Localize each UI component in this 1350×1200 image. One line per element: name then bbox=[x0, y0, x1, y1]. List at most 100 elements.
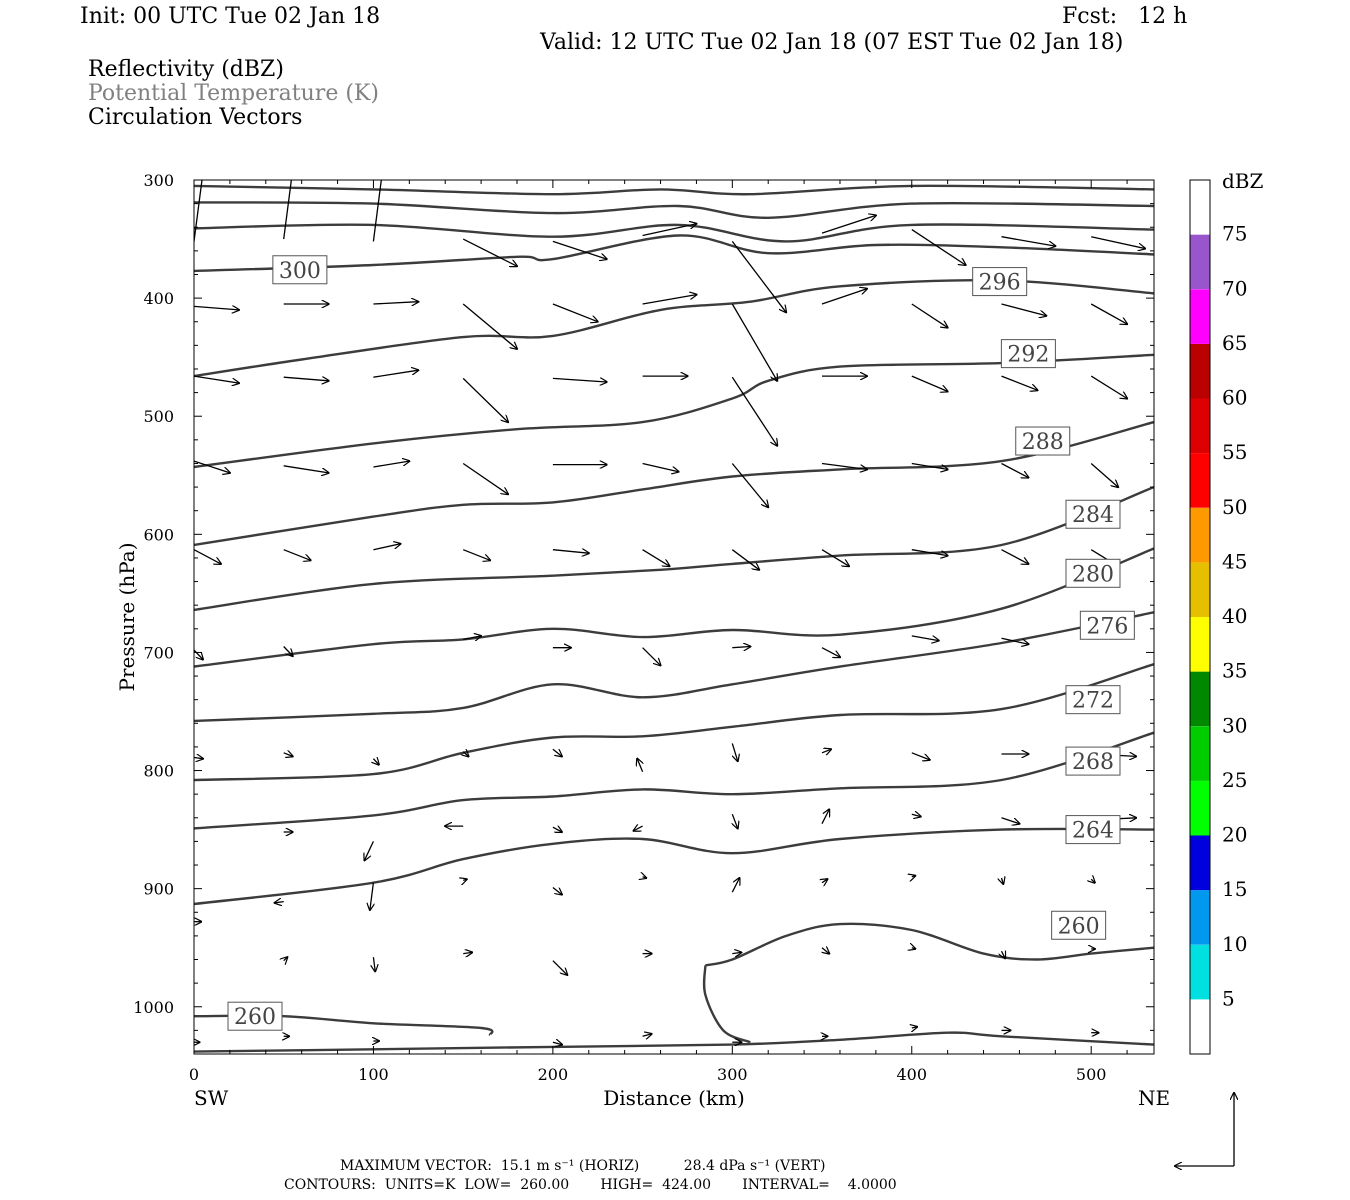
contour-label-box-3 bbox=[272, 255, 328, 285]
circulation-vector-56 bbox=[283, 646, 293, 657]
colorbar-label-25: 25 bbox=[1222, 768, 1247, 792]
colorbar-swatch-14 bbox=[1190, 234, 1210, 290]
y-tick-label-900: 900 bbox=[143, 880, 174, 899]
contour-line-268-11 bbox=[194, 731, 1154, 830]
contour-line-304-1 bbox=[194, 201, 1154, 220]
y-tick-label-700: 700 bbox=[143, 643, 174, 662]
circulation-vector-44 bbox=[194, 549, 221, 564]
circulation-vector-14 bbox=[462, 303, 517, 349]
circulation-vector-40 bbox=[821, 462, 867, 470]
colorbar-label-45: 45 bbox=[1222, 549, 1247, 573]
circulation-vector-72 bbox=[821, 749, 831, 753]
circulation-vector-101 bbox=[732, 952, 741, 953]
colorbar-label-50: 50 bbox=[1222, 495, 1247, 519]
contour-line-302-2 bbox=[194, 223, 1154, 243]
circulation-vector-26 bbox=[552, 378, 607, 382]
circulation-vector-47 bbox=[462, 549, 490, 561]
colorbar-label-65: 65 bbox=[1222, 331, 1247, 355]
circulation-vector-51 bbox=[821, 549, 849, 567]
y-tick-label-400: 400 bbox=[143, 289, 174, 308]
contour-label-box-15 bbox=[227, 1001, 283, 1031]
circulation-vector-99 bbox=[552, 960, 567, 975]
circulation-vector-55 bbox=[194, 649, 203, 659]
contour-label-box-5 bbox=[1000, 339, 1056, 369]
circulation-vector-92 bbox=[822, 879, 827, 883]
x-tick-label-400: 400 bbox=[896, 1065, 927, 1084]
colorbar-label-75: 75 bbox=[1222, 222, 1247, 246]
x-tick-label-300: 300 bbox=[717, 1065, 748, 1084]
colorbar-swatch-2 bbox=[1190, 890, 1210, 945]
circulation-vector-28 bbox=[731, 376, 777, 446]
colorbar-label-5: 5 bbox=[1222, 986, 1235, 1010]
contour-line-280-8 bbox=[194, 547, 1154, 668]
circulation-vector-103 bbox=[912, 948, 916, 949]
contour-line-260-14 bbox=[702, 965, 751, 1044]
field-label-circulation-vectors: Circulation Vectors bbox=[88, 105, 303, 130]
circulation-vector-95 bbox=[1091, 879, 1095, 883]
circulation-vector-38 bbox=[642, 462, 679, 472]
colorbar-label-15: 15 bbox=[1222, 877, 1247, 901]
circulation-vector-49 bbox=[642, 549, 670, 567]
colorbar-title: dBZ bbox=[1222, 169, 1264, 193]
contour-label-box-11 bbox=[1065, 746, 1121, 776]
circulation-vector-33 bbox=[194, 460, 230, 473]
contour-label-260-13: 260 bbox=[1058, 914, 1100, 939]
circulation-vector-15 bbox=[552, 303, 598, 322]
circulation-vector-70 bbox=[637, 759, 642, 772]
circulation-vector-61 bbox=[821, 647, 840, 658]
colorbar-label-55: 55 bbox=[1222, 440, 1247, 464]
colorbar-swatch-4 bbox=[1190, 780, 1210, 836]
circulation-vector-52 bbox=[911, 549, 948, 556]
colorbar: 5 10 15 20 25 30 35 40 45 50 55 60 65 70 75 bbox=[1189, 179, 1247, 1055]
contour-layer bbox=[194, 184, 1154, 1053]
circulation-vector-48 bbox=[552, 550, 589, 554]
contour-line-300-3 bbox=[194, 234, 1154, 273]
circulation-vector-39 bbox=[731, 463, 768, 508]
circulation-vector-36 bbox=[462, 462, 508, 495]
circulation-vector-46 bbox=[373, 544, 400, 551]
colorbar-swatch-7 bbox=[1190, 617, 1210, 672]
colorbar-swatch-3 bbox=[1190, 835, 1210, 891]
circulation-vector-21 bbox=[1090, 303, 1127, 324]
contour-label-box-7 bbox=[1065, 499, 1121, 529]
x-tick-label-0: 0 bbox=[189, 1065, 199, 1084]
contour-label-box-6 bbox=[1015, 426, 1071, 456]
circulation-vector-102 bbox=[822, 948, 829, 954]
contour-label-box-8 bbox=[1065, 558, 1121, 588]
contour-line-256-16 bbox=[194, 1031, 1154, 1053]
colorbar-swatch-8 bbox=[1190, 562, 1210, 617]
circulation-vector-71 bbox=[731, 743, 737, 761]
contour-line-276-9 bbox=[194, 611, 1154, 723]
circulation-vector-62 bbox=[911, 635, 939, 641]
circulation-vector-25 bbox=[462, 377, 508, 422]
circulation-vector-97 bbox=[373, 957, 375, 971]
y-tick-label-600: 600 bbox=[143, 525, 174, 544]
circulation-vector-0 bbox=[194, 180, 203, 242]
circulation-vector-98 bbox=[463, 952, 472, 953]
circulation-vector-13 bbox=[373, 302, 418, 304]
circulation-vector-11 bbox=[194, 306, 239, 310]
init-time-label: Init: 00 UTC Tue 02 Jan 18 bbox=[80, 4, 381, 29]
contour-label-272-10: 272 bbox=[1072, 689, 1114, 714]
contours-info-line: CONTOURS: UNITS=K LOW= 260.00 HIGH= 424.… bbox=[284, 1177, 897, 1193]
circulation-vector-83 bbox=[1001, 817, 1020, 824]
colorbar-swatch-15 bbox=[1190, 180, 1210, 235]
circulation-vector-22 bbox=[194, 375, 239, 383]
circulation-vector-68 bbox=[463, 752, 468, 757]
reference-vector-arrows bbox=[1175, 1093, 1234, 1166]
colorbar-label-60: 60 bbox=[1222, 386, 1247, 410]
circulation-vector-50 bbox=[731, 549, 759, 570]
circulation-vector-89 bbox=[552, 886, 562, 895]
circulation-vector-34 bbox=[283, 465, 329, 473]
x-tick-label-500: 500 bbox=[1076, 1065, 1107, 1084]
contour-label-layer: 300 296 292 288 284 280 276 272 268 264 260 260 bbox=[227, 255, 1135, 1031]
contour-label-box-12 bbox=[1065, 815, 1121, 845]
contour-line-288-6 bbox=[194, 420, 1154, 547]
circulation-vector-86 bbox=[275, 902, 284, 903]
colorbar-swatch-11 bbox=[1190, 398, 1210, 454]
circulation-vector-88 bbox=[463, 879, 467, 880]
contour-label-300-3: 300 bbox=[279, 259, 321, 284]
contour-label-box-4 bbox=[972, 267, 1028, 297]
circulation-vector-24 bbox=[373, 370, 418, 378]
circulation-vector-30 bbox=[911, 375, 948, 391]
